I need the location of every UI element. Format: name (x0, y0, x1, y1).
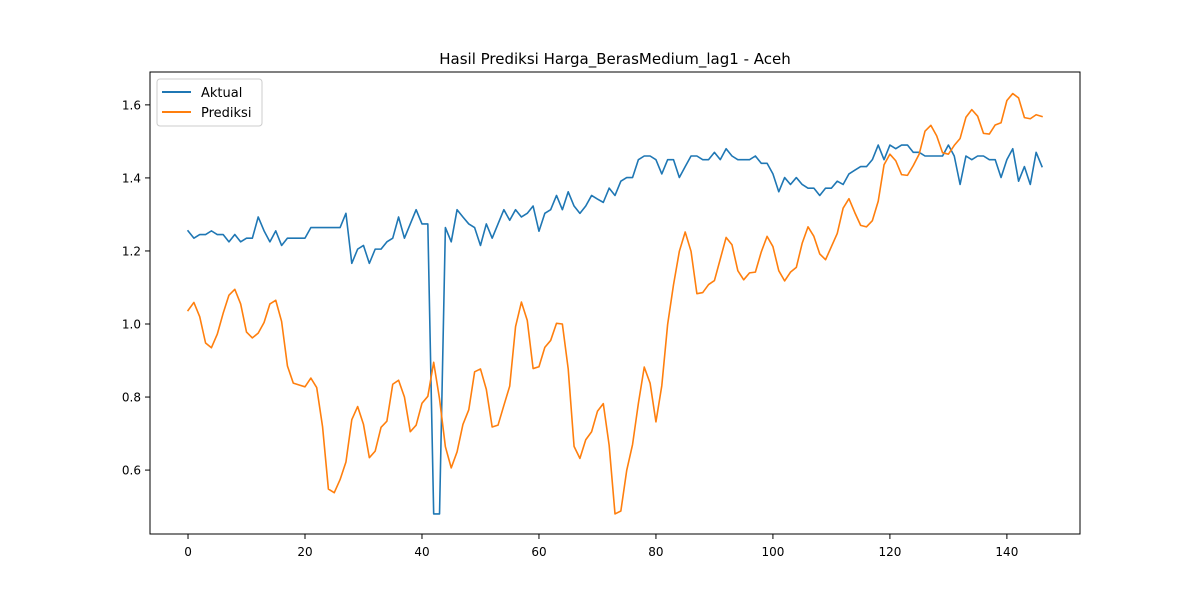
x-tick-label: 60 (531, 545, 546, 559)
y-tick-label: 1.6 (122, 98, 141, 112)
y-tick-label: 1.0 (122, 318, 141, 332)
x-tick-label: 100 (761, 545, 784, 559)
series-line-prediksi (186, 92, 1043, 515)
legend-label-prediksi: Prediksi (201, 106, 251, 121)
series-line-aktual (186, 144, 1044, 515)
chart-title: Hasil Prediksi Harga_BerasMedium_lag1 - … (439, 50, 790, 69)
y-axis-ticks: 0.6 0.8 1.0 1.2 1.4 1.6 (122, 98, 150, 478)
legend: Aktual Prediksi (156, 78, 263, 127)
x-tick-label: 0 (184, 545, 192, 559)
y-tick-label: 1.4 (122, 171, 141, 185)
x-tick-label: 120 (878, 545, 901, 559)
x-axis-ticks: 0 20 40 60 80 100 120 140 (184, 534, 1018, 559)
y-tick-label: 1.2 (122, 244, 141, 258)
x-tick-label: 20 (297, 545, 312, 559)
series-layer (186, 92, 1044, 515)
y-tick-label: 0.6 (122, 464, 141, 478)
y-tick-label: 0.8 (122, 391, 141, 405)
x-tick-label: 40 (414, 545, 429, 559)
x-tick-label: 140 (995, 545, 1018, 559)
plot-frame (149, 71, 1081, 535)
x-tick-label: 80 (648, 545, 663, 559)
legend-label-aktual: Aktual (201, 86, 242, 101)
legend-box (156, 78, 263, 127)
plot-area (150, 72, 1080, 534)
